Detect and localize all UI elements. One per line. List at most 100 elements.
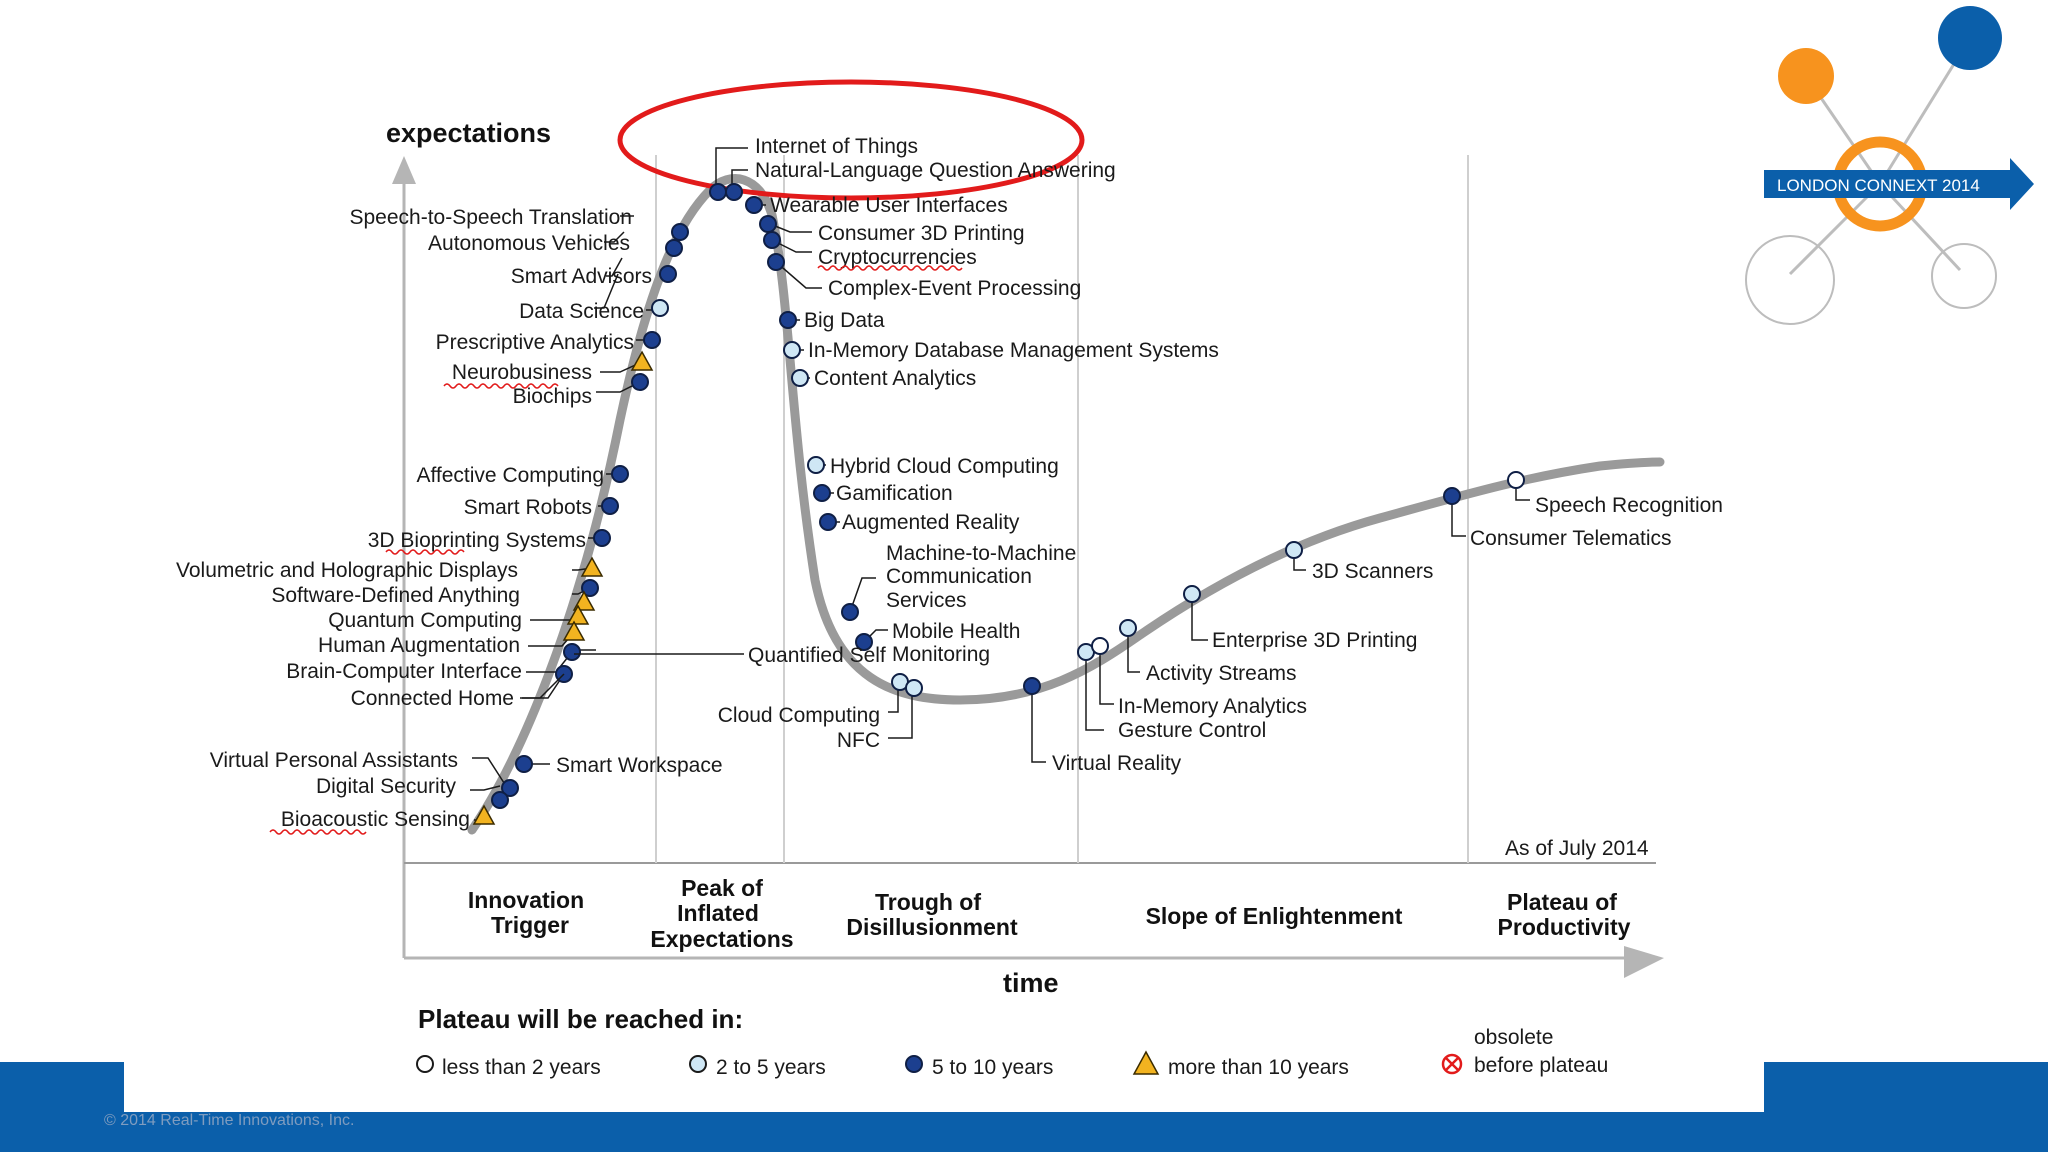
- phase-plateau-line1: Plateau of: [1507, 889, 1617, 915]
- content-card: [124, 0, 1764, 1112]
- footer-copyright: © 2014 Real-Time Innovations, Inc.: [104, 1112, 355, 1129]
- label-smart-advisors: Smart Advisors: [511, 265, 652, 288]
- label-vpa: Virtual Personal Assistants: [210, 749, 458, 772]
- logo-text: LONDON CONNEXT 2014: [1777, 176, 1980, 195]
- marker-vpa: [501, 779, 519, 797]
- label-affective: Affective Computing: [416, 464, 604, 487]
- marker-crypto: [763, 231, 781, 249]
- label-autonomous: Autonomous Vehicles: [428, 232, 630, 255]
- label-nfc: NFC: [837, 729, 880, 752]
- label-im-analytics: In-Memory Analytics: [1118, 695, 1307, 718]
- marker-ent-3d: [1183, 585, 1201, 603]
- marker-nfc: [905, 679, 923, 697]
- label-gesture: Gesture Control: [1118, 719, 1266, 742]
- phase-innovation-line1: Innovation: [468, 887, 584, 913]
- label-neurobusiness: Neurobusiness: [452, 361, 592, 384]
- label-m2m-2: Communication: [886, 565, 1032, 588]
- phase-trough-line2: Disillusionment: [846, 914, 1018, 940]
- marker-consumer-3d: [759, 215, 777, 233]
- legend-5to10-icon: [905, 1055, 923, 1073]
- legend-obsolete-line2: before plateau: [1474, 1054, 1608, 1077]
- label-3d-scanners: 3D Scanners: [1312, 560, 1433, 583]
- label-vr: Virtual Reality: [1052, 752, 1182, 775]
- label-imdbms: In-Memory Database Management Systems: [808, 339, 1219, 362]
- marker-dots: [491, 183, 1525, 809]
- legend-5to10: 5 to 10 years: [932, 1056, 1053, 1079]
- label-crypto: Cryptocurrencies: [818, 246, 977, 269]
- marker-bioacoustic: [472, 804, 496, 825]
- phase-innovation-line2: Trigger: [491, 912, 569, 938]
- marker-mobile-health: [855, 633, 873, 651]
- highlight-ellipse: [617, 79, 1085, 201]
- marker-volumetric: [580, 556, 604, 577]
- marker-im-analytics: [1091, 637, 1109, 655]
- label-s2s: Speech-to-Speech Translation: [349, 206, 632, 229]
- marker-3d-scanners: [1285, 541, 1303, 559]
- marker-wearable: [745, 196, 763, 214]
- label-ar: Augmented Reality: [842, 511, 1020, 534]
- label-hybrid-cloud: Hybrid Cloud Computing: [830, 455, 1059, 478]
- label-smart-robots: Smart Robots: [464, 496, 592, 519]
- tech-labels-right: Internet of Things Natural-Language Ques…: [718, 135, 1723, 775]
- legend-obsolete-icon: [1441, 1053, 1463, 1075]
- label-sda: Software-Defined Anything: [271, 584, 520, 607]
- tech-labels-left: Speech-to-Speech Translation Autonomous …: [176, 206, 886, 831]
- label-ent-3d: Enterprise 3D Printing: [1212, 629, 1417, 652]
- legend-less2-icon: [416, 1055, 434, 1073]
- label-cep: Complex-Event Processing: [828, 277, 1081, 300]
- y-axis-label: expectations: [386, 118, 551, 148]
- label-bioprinting: 3D Bioprinting Systems: [368, 529, 586, 552]
- phase-trough-line1: Trough of: [875, 889, 981, 915]
- label-m2m-1: Machine-to-Machine: [886, 542, 1076, 565]
- marker-quantified-self: [563, 643, 581, 661]
- label-activity: Activity Streams: [1146, 662, 1297, 685]
- legend-2to5-icon: [689, 1055, 707, 1073]
- marker-data-science: [651, 299, 669, 317]
- marker-speech-rec: [1507, 471, 1525, 489]
- label-bioacoustic: Bioacoustic Sensing: [281, 808, 470, 831]
- hype-curve: [467, 174, 1665, 835]
- marker-imdbms: [783, 341, 801, 359]
- marker-sda: [581, 579, 599, 597]
- marker-biochips: [631, 373, 649, 391]
- marker-smart-robots: [601, 497, 619, 515]
- label-data-science: Data Science: [519, 300, 644, 323]
- marker-cep: [767, 253, 785, 271]
- legend-more10-icon: [1132, 1050, 1160, 1075]
- label-biochips: Biochips: [513, 385, 592, 408]
- label-cloud: Cloud Computing: [718, 704, 880, 727]
- spellcheck-underlines: [269, 265, 963, 835]
- label-smart-workspace: Smart Workspace: [556, 754, 723, 777]
- marker-big-data: [779, 311, 797, 329]
- marker-affective: [611, 465, 629, 483]
- label-iot: Internet of Things: [755, 135, 918, 158]
- marker-vr: [1023, 677, 1041, 695]
- marker-content-analytics: [791, 369, 809, 387]
- london-connext-logo: LONDON CONNEXT 2014: [1745, 6, 2034, 325]
- marker-digital-security: [491, 791, 509, 809]
- x-axis-label: time: [1003, 968, 1059, 998]
- label-human-aug: Human Augmentation: [318, 634, 520, 657]
- label-digital-security: Digital Security: [316, 775, 457, 798]
- label-bci: Brain-Computer Interface: [286, 660, 522, 683]
- label-volumetric: Volumetric and Holographic Displays: [176, 559, 518, 582]
- legend-2to5: 2 to 5 years: [716, 1056, 826, 1079]
- label-mobile-health-2: Monitoring: [892, 643, 990, 666]
- axes: [392, 155, 1664, 978]
- label-speech-rec: Speech Recognition: [1535, 494, 1723, 517]
- label-content-analytics: Content Analytics: [814, 367, 976, 390]
- marker-bioprinting: [593, 529, 611, 547]
- label-connected-home: Connected Home: [351, 687, 514, 710]
- marker-iot: [709, 183, 727, 201]
- marker-quantum-2: [566, 604, 590, 625]
- legend-title: Plateau will be reached in:: [418, 1004, 743, 1034]
- phase-peak-line1: Peak of: [681, 875, 763, 901]
- marker-neurobusiness: [630, 350, 654, 371]
- label-telematics: Consumer Telematics: [1470, 527, 1672, 550]
- marker-telematics: [1443, 487, 1461, 505]
- phase-labels: Innovation Trigger Peak of Inflated Expe…: [468, 875, 1631, 952]
- marker-smart-workspace: [515, 755, 533, 773]
- label-gamification: Gamification: [836, 482, 953, 505]
- marker-smart-advisors: [659, 265, 677, 283]
